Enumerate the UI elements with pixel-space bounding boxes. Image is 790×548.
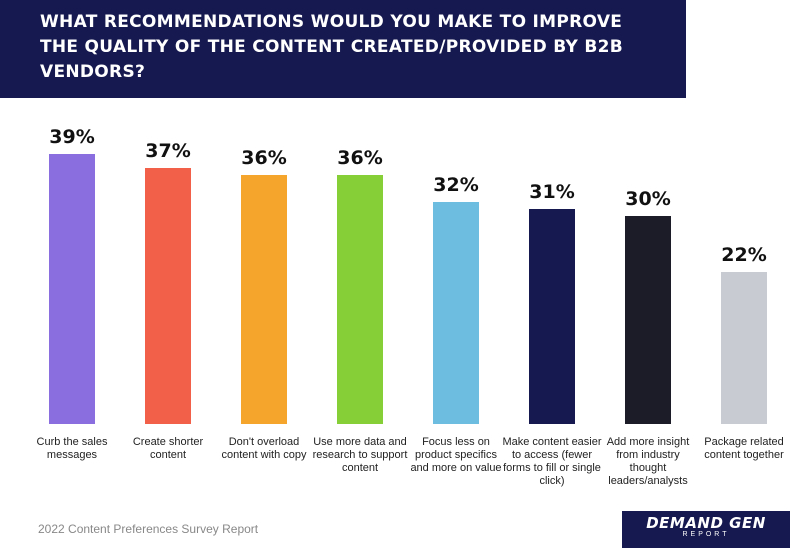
- bar-4: [337, 174, 383, 424]
- category-label-1: Curb the sales messages: [36, 436, 108, 461]
- bar-2: [145, 167, 191, 424]
- value-label-2: 37%: [145, 139, 191, 162]
- bar-1: [49, 154, 95, 424]
- value-label-6: 31%: [529, 181, 575, 204]
- category-label-2: Create shorter content: [132, 436, 204, 461]
- bar-7: [625, 216, 671, 424]
- chart-title: What recommendations would you make to i…: [40, 12, 623, 82]
- value-label-1: 39%: [49, 126, 95, 148]
- title-banner: What recommendations would you make to i…: [0, 0, 686, 98]
- value-label-4: 36%: [337, 146, 383, 169]
- category-label-7: Add more insight from industry thought l…: [606, 436, 690, 487]
- category-label-4: Use more data and research to support co…: [312, 436, 408, 474]
- category-label-3: Don't overload content with copy: [221, 436, 307, 461]
- value-label-8: 22%: [721, 243, 767, 266]
- category-label-6: Make content easier to access (fewer for…: [502, 436, 602, 487]
- bar-6: [529, 209, 575, 424]
- bar-chart: 39% Curb the sales messages 37% Create shor…: [0, 98, 790, 548]
- logo-name: DEMAND GEN: [646, 514, 766, 532]
- category-label-8: Package related content together: [704, 436, 784, 461]
- value-label-5: 32%: [433, 174, 479, 197]
- logo-sub: REPORT: [682, 531, 730, 538]
- source-footnote: 2022 Content Preferences Survey Report: [38, 522, 259, 536]
- value-label-3: 36%: [241, 146, 287, 169]
- bar-5: [433, 202, 479, 424]
- category-label-5: Focus less on product specifics and more…: [410, 436, 502, 474]
- bar-8: [721, 271, 767, 424]
- value-label-7: 30%: [625, 188, 671, 211]
- bar-3: [241, 174, 287, 424]
- demand-gen-logo: DEMAND GEN REPORT: [622, 511, 790, 548]
